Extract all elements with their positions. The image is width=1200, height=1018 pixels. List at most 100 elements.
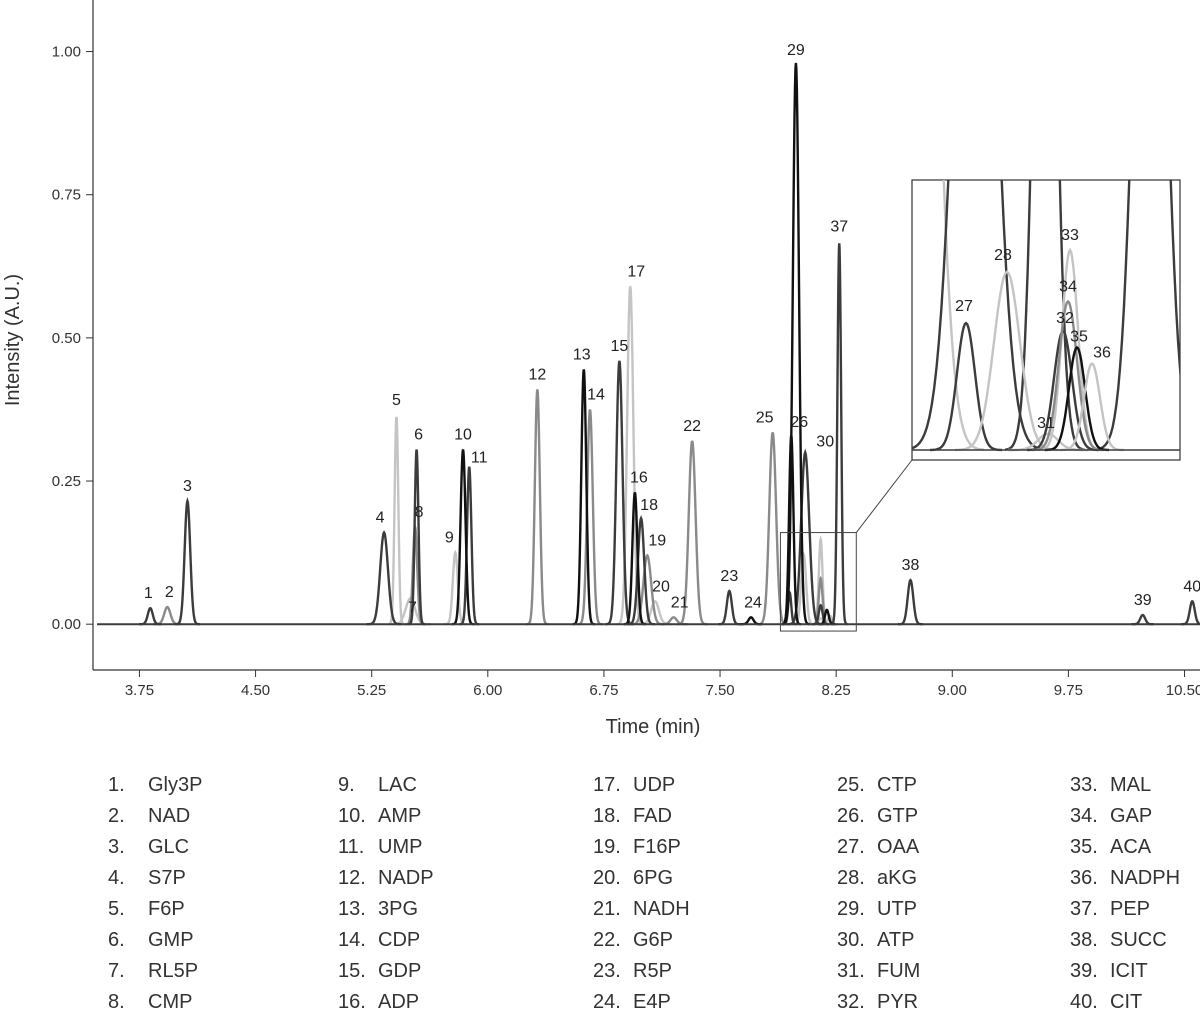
- legend-item-number: 35.: [1070, 836, 1098, 858]
- legend-item: 28. aKG: [837, 863, 920, 894]
- legend-item-number: 6.: [108, 929, 125, 951]
- peak-label: 10: [454, 427, 472, 444]
- x-axis-title: Time (min): [606, 716, 701, 738]
- legend-item-number: 15.: [338, 960, 366, 982]
- legend-item: 29. UTP: [837, 894, 920, 925]
- zoom-source-box: [779, 532, 857, 632]
- legend-item-number: 13.: [338, 898, 366, 920]
- legend-item-name: G6P: [633, 929, 674, 951]
- legend-item-name: OAA: [877, 836, 920, 858]
- legend-item-number: 23.: [593, 960, 621, 982]
- legend-item: 36. NADPH: [1070, 863, 1180, 894]
- peak-trace: [388, 416, 405, 626]
- legend-item: 5. F6P: [108, 894, 202, 925]
- peak-labels: 1 234567891011121314151617181920212223242…: [144, 42, 1200, 616]
- legend-item: 2. NAD: [108, 801, 202, 832]
- peak-label: 24: [744, 594, 762, 611]
- legend-item-name: aKG: [877, 867, 918, 889]
- peak-label: 11: [471, 450, 488, 467]
- x-tick-label: 3.75: [125, 682, 154, 699]
- inset-peak-label: 31: [1037, 415, 1055, 432]
- legend-column: 25. CTP 26. GTP 27. OAA 28. aKG 29. UTP 30. ATP 31. F…: [837, 770, 920, 1018]
- legend-item-name: MAL: [1110, 774, 1152, 796]
- legend-item-name: 3PG: [378, 898, 419, 920]
- legend-item-name: CIT: [1110, 991, 1143, 1013]
- legend-item-number: 5.: [108, 898, 125, 920]
- y-tick-label: 1.00: [52, 44, 81, 61]
- legend-item: 9. LAC: [338, 770, 434, 801]
- inset-peak-label: 35: [1070, 328, 1088, 345]
- legend-item-number: 20.: [593, 867, 621, 889]
- x-tick-label: 6.75: [589, 682, 618, 699]
- legend-item-name: CTP: [877, 774, 917, 796]
- legend-item-number: 21.: [593, 898, 621, 920]
- legend-item-name: E4P: [633, 991, 671, 1013]
- chromatogram-chart: 1 234567891011121314151617181920212223242…: [2, 0, 1200, 738]
- legend-item: 34. GAP: [1070, 801, 1180, 832]
- x-ticks: 3.75 4.50 5.25 6.00 6.75 7.50 8.25 9.00 9.75 10.5…: [125, 670, 1200, 699]
- legend-item-name: F16P: [633, 836, 681, 858]
- peak-trace: [139, 606, 162, 626]
- legend-item-name: NADH: [633, 898, 690, 920]
- legend-item-name: GDP: [378, 960, 422, 982]
- legend-item-name: NADP: [378, 867, 434, 889]
- legend-item-number: 36.: [1070, 867, 1098, 889]
- inset-peak-label: 36: [1093, 345, 1111, 362]
- legend-item-number: 33.: [1070, 774, 1098, 796]
- legend-item-number: 25.: [837, 774, 865, 796]
- legend-item: 7. RL5P: [108, 956, 202, 987]
- legend-item-name: NADPH: [1110, 867, 1181, 889]
- peak-trace: [572, 369, 595, 626]
- peak-label: 40: [1183, 578, 1200, 595]
- legend-item-number: 38.: [1070, 929, 1098, 951]
- legend-item-number: 37.: [1070, 898, 1098, 920]
- legend-item-name: PEP: [1110, 898, 1151, 920]
- legend-item: 4. S7P: [108, 863, 202, 894]
- peak-trace: [627, 514, 656, 626]
- legend-item-name: NAD: [148, 805, 191, 827]
- peak-trace: [897, 578, 924, 626]
- zoom-connector-line: [855, 459, 913, 533]
- legend-item-number: 17.: [593, 774, 621, 796]
- x-tick-label: 4.50: [241, 682, 270, 699]
- legend-item: 23. R5P: [593, 956, 690, 987]
- peak-label: 25: [756, 409, 774, 426]
- legend-item-number: 34.: [1070, 805, 1098, 827]
- legend-item-number: 26.: [837, 805, 865, 827]
- peak-trace: [676, 440, 708, 626]
- peak-label: 14: [587, 386, 605, 403]
- y-ticks: 0.00 0.25 0.50 0.75 1.00: [52, 44, 93, 633]
- legend-item-number: 32.: [837, 991, 865, 1013]
- peak-label: 1: [144, 585, 153, 602]
- legend-item: 1. Gly3P: [108, 770, 202, 801]
- legend-item: 20. 6PG: [593, 863, 690, 894]
- x-tick-label: 9.00: [938, 682, 967, 699]
- legend-item-name: ATP: [877, 929, 915, 951]
- legend-item-name: ADP: [378, 991, 420, 1013]
- peak-label: 39: [1134, 592, 1152, 609]
- legend-item-number: 28.: [837, 867, 865, 889]
- legend-item: 22. G6P: [593, 925, 690, 956]
- legend-item-number: 18.: [593, 805, 621, 827]
- peak-label: 29: [787, 42, 805, 59]
- y-tick-label: 0.50: [52, 330, 81, 347]
- peak-trace: [408, 449, 425, 626]
- peak-trace: [739, 616, 763, 626]
- peak-label: 12: [528, 366, 546, 383]
- legend-item: 13. 3PG: [338, 894, 434, 925]
- legend-item: 16. ADP: [338, 987, 434, 1018]
- legend-item: 37. PEP: [1070, 894, 1180, 925]
- x-tick-label: 5.25: [357, 682, 386, 699]
- y-tick-label: 0.75: [52, 187, 81, 204]
- inset-peak-trace: [1044, 345, 1110, 452]
- inset-peak-label: 32: [1056, 310, 1074, 327]
- y-axis-title: Intensity (A.U.): [2, 274, 24, 406]
- legend-item-name: FAD: [633, 805, 672, 827]
- peak-label: 26: [790, 414, 808, 431]
- legend-item: 27. OAA: [837, 832, 920, 863]
- legend-item-name: GAP: [1110, 805, 1153, 827]
- legend-item-number: 30.: [837, 929, 865, 951]
- legend-item: 25. CTP: [837, 770, 920, 801]
- inset-background-trace: [1093, 180, 1180, 451]
- peak-label: 19: [648, 532, 666, 549]
